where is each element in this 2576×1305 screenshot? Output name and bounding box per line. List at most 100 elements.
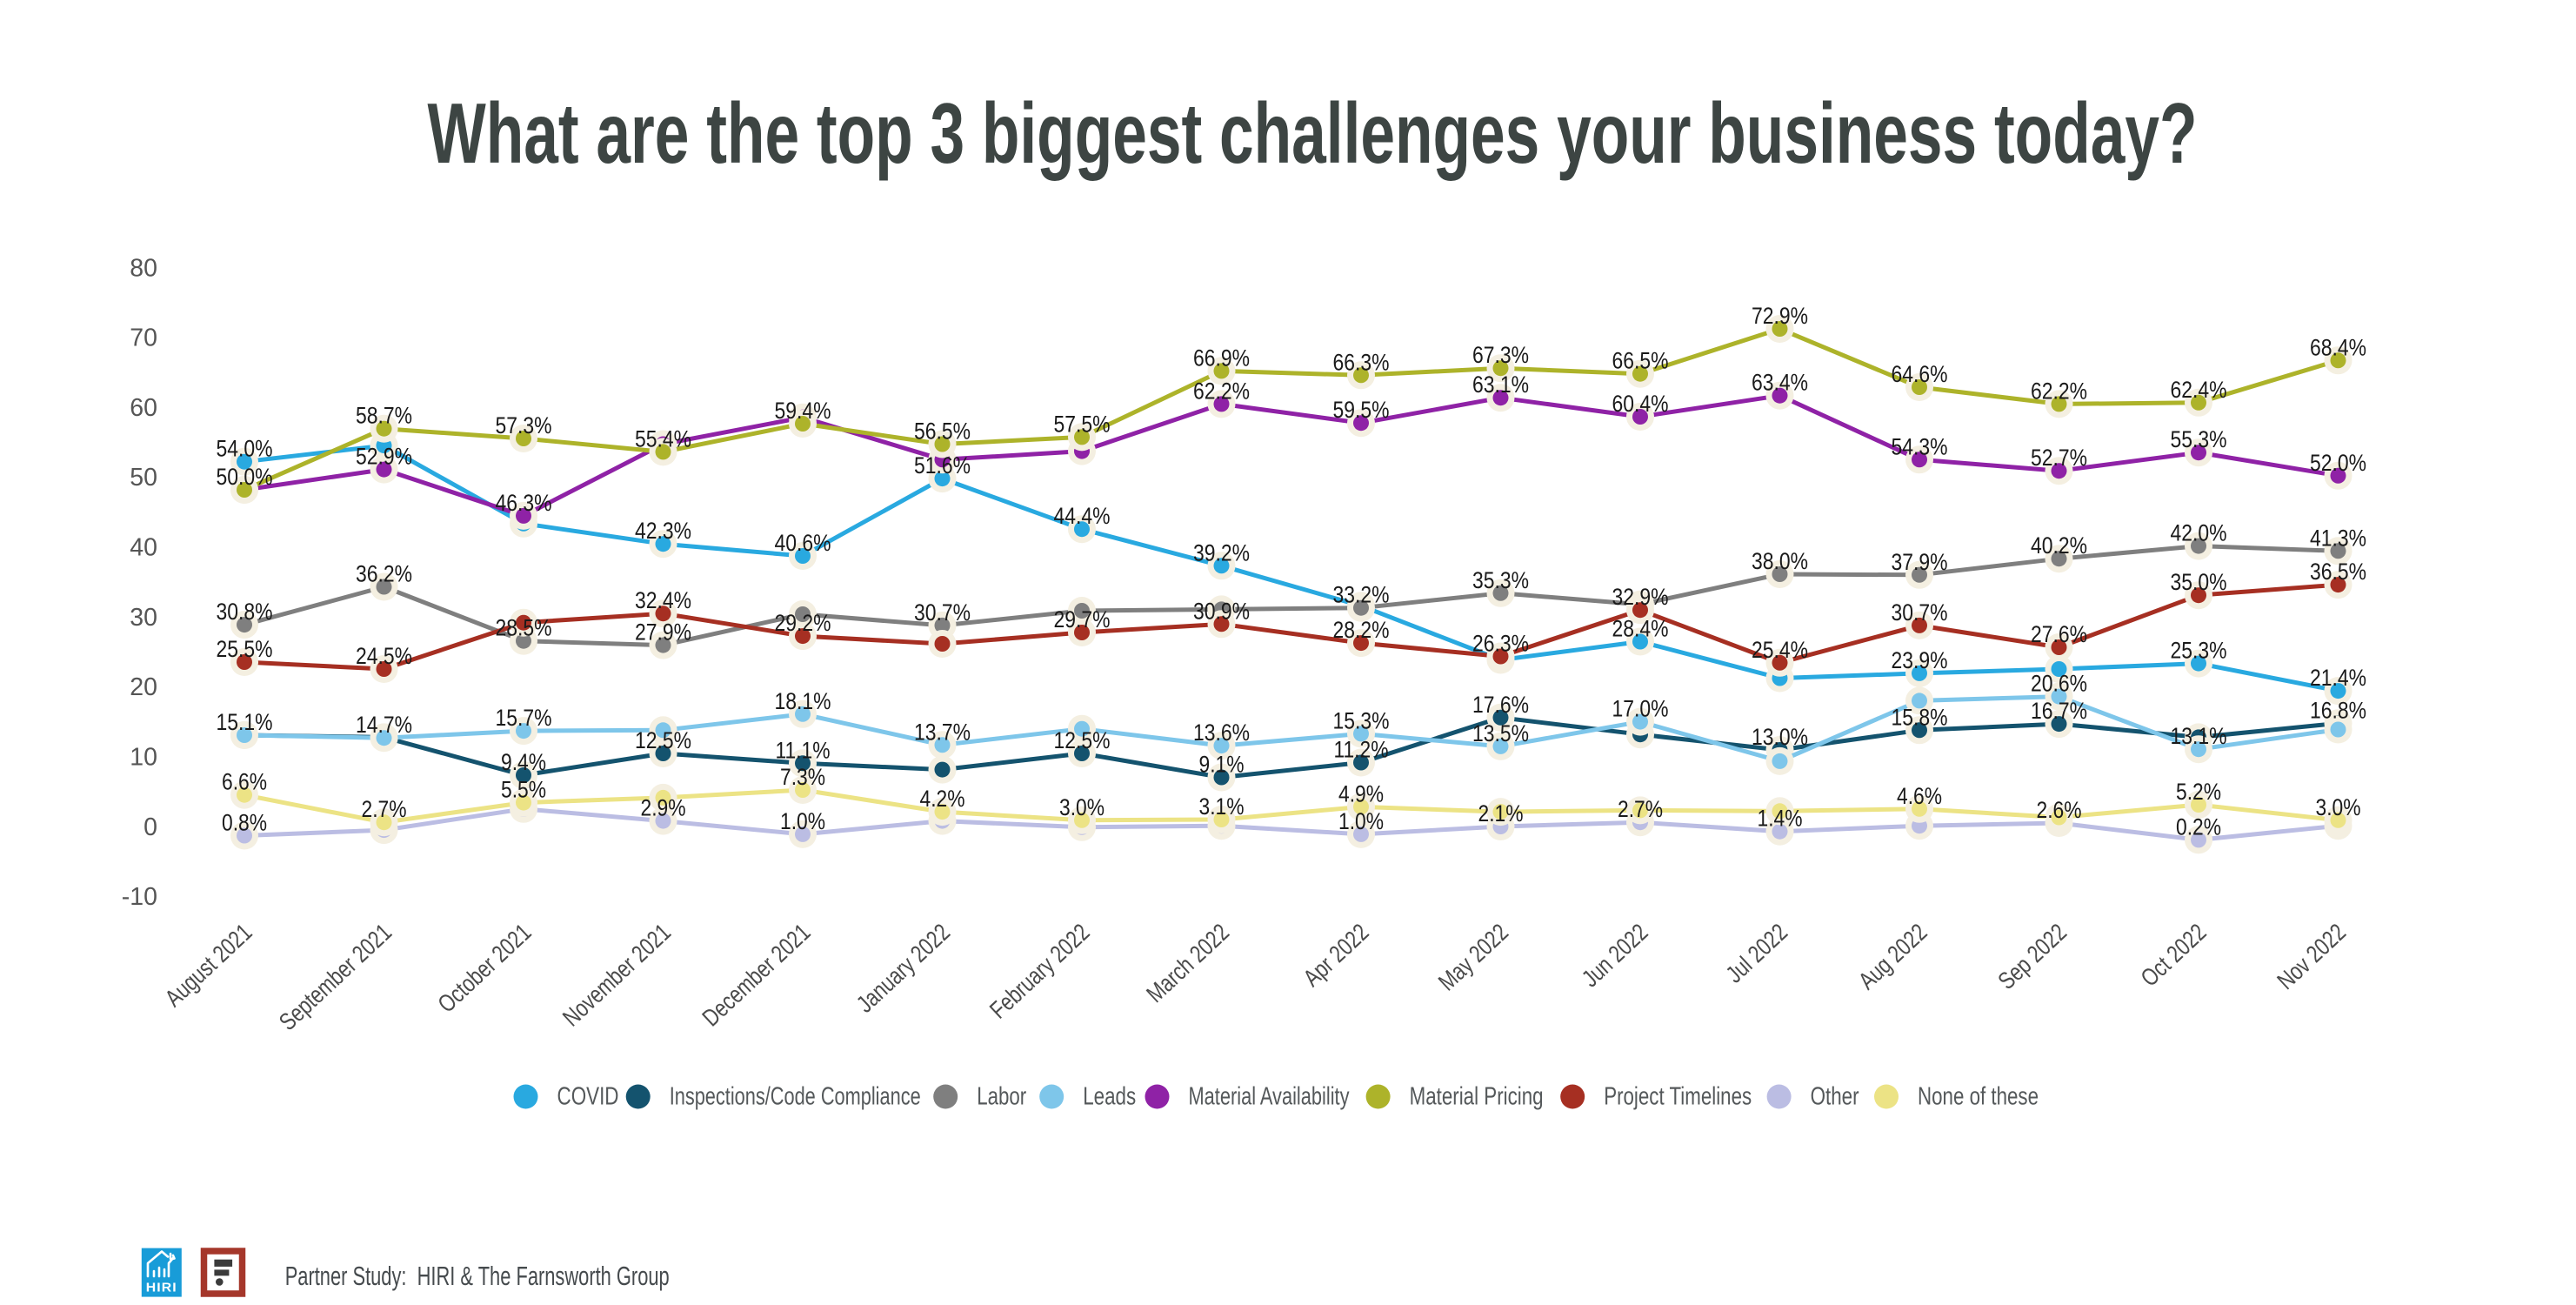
svg-text:17.0%: 17.0% — [1612, 695, 1669, 722]
svg-text:February 2022: February 2022 — [984, 919, 1094, 1024]
svg-text:52.0%: 52.0% — [2310, 449, 2366, 476]
svg-text:29.2%: 29.2% — [775, 609, 831, 636]
svg-text:28.5%: 28.5% — [496, 614, 552, 641]
svg-text:51.6%: 51.6% — [914, 452, 971, 478]
svg-text:18.1%: 18.1% — [775, 687, 831, 714]
svg-text:70: 70 — [130, 325, 157, 352]
svg-text:55.4%: 55.4% — [635, 425, 691, 452]
svg-text:15.1%: 15.1% — [217, 708, 273, 735]
svg-text:40.2%: 40.2% — [2031, 532, 2087, 559]
svg-text:30.7%: 30.7% — [1892, 599, 1948, 626]
svg-text:35.0%: 35.0% — [2171, 568, 2227, 595]
svg-text:44.4%: 44.4% — [1054, 502, 1111, 529]
svg-text:13.6%: 13.6% — [1193, 719, 1250, 746]
svg-text:24.5%: 24.5% — [356, 642, 412, 669]
svg-text:33.2%: 33.2% — [1333, 581, 1390, 608]
svg-text:2.7%: 2.7% — [362, 795, 407, 822]
svg-text:7.3%: 7.3% — [780, 763, 825, 790]
svg-text:15.8%: 15.8% — [1892, 703, 1948, 730]
svg-text:16.7%: 16.7% — [2031, 697, 2087, 724]
svg-text:Material Availability: Material Availability — [1189, 1083, 1350, 1111]
svg-text:13.5%: 13.5% — [1472, 719, 1529, 746]
svg-text:2.6%: 2.6% — [2037, 796, 2082, 823]
svg-text:4.2%: 4.2% — [920, 785, 965, 812]
svg-text:40.6%: 40.6% — [775, 529, 831, 556]
svg-text:25.4%: 25.4% — [1752, 636, 1808, 663]
svg-text:0: 0 — [143, 813, 157, 841]
svg-text:6.6%: 6.6% — [222, 768, 267, 795]
svg-text:Aug 2022: Aug 2022 — [1853, 919, 1932, 994]
svg-text:What are the top 3 biggest cha: What are the top 3 biggest challenges yo… — [428, 85, 2198, 181]
svg-text:30: 30 — [130, 604, 157, 632]
svg-text:54.0%: 54.0% — [217, 435, 273, 462]
svg-text:HIRI: HIRI — [146, 1282, 177, 1295]
svg-text:80: 80 — [130, 254, 157, 282]
svg-text:3.1%: 3.1% — [1199, 793, 1245, 820]
svg-text:September 2021: September 2021 — [274, 919, 397, 1036]
svg-text:52.9%: 52.9% — [356, 443, 412, 470]
svg-text:Leads: Leads — [1083, 1083, 1136, 1111]
svg-text:Nov 2022: Nov 2022 — [2272, 919, 2351, 994]
svg-text:27.9%: 27.9% — [635, 619, 691, 646]
svg-text:12.5%: 12.5% — [1054, 726, 1111, 753]
svg-text:60: 60 — [130, 394, 157, 422]
svg-text:28.2%: 28.2% — [1333, 616, 1390, 643]
svg-text:57.3%: 57.3% — [496, 412, 552, 438]
svg-text:Partner Study: HIRI & The Far: Partner Study: HIRI & The Farnsworth Gro… — [285, 1262, 670, 1291]
svg-text:4.6%: 4.6% — [1897, 782, 1942, 809]
svg-text:40: 40 — [130, 534, 157, 562]
svg-text:Other: Other — [1811, 1083, 1859, 1111]
svg-text:16.8%: 16.8% — [2310, 696, 2366, 723]
svg-text:62.2%: 62.2% — [2031, 377, 2087, 404]
svg-text:50.0%: 50.0% — [217, 463, 273, 490]
svg-text:Sep 2022: Sep 2022 — [1992, 919, 2072, 994]
svg-text:0.2%: 0.2% — [2176, 813, 2221, 840]
svg-text:9.1%: 9.1% — [1199, 751, 1245, 778]
svg-text:COVID: COVID — [557, 1083, 619, 1111]
svg-text:9.4%: 9.4% — [501, 748, 546, 775]
svg-text:27.6%: 27.6% — [2031, 620, 2087, 647]
svg-text:59.4%: 59.4% — [775, 397, 831, 424]
svg-text:60.4%: 60.4% — [1612, 390, 1669, 417]
svg-text:November 2021: November 2021 — [557, 919, 676, 1032]
svg-text:25.5%: 25.5% — [217, 635, 273, 662]
svg-text:35.3%: 35.3% — [1472, 566, 1529, 593]
svg-text:None of these: None of these — [1918, 1083, 2039, 1111]
svg-text:67.3%: 67.3% — [1472, 341, 1529, 368]
svg-text:Inspections/Code Compliance: Inspections/Code Compliance — [670, 1083, 921, 1111]
svg-text:15.3%: 15.3% — [1333, 706, 1390, 733]
svg-text:October 2021: October 2021 — [432, 919, 536, 1018]
svg-text:54.3%: 54.3% — [1892, 432, 1948, 459]
svg-text:May 2022: May 2022 — [1433, 919, 1513, 996]
svg-text:1.0%: 1.0% — [780, 807, 825, 834]
svg-text:January 2022: January 2022 — [851, 919, 955, 1018]
svg-text:42.3%: 42.3% — [635, 517, 691, 544]
svg-text:32.4%: 32.4% — [635, 586, 691, 613]
svg-text:4.9%: 4.9% — [1338, 780, 1384, 806]
svg-text:5.2%: 5.2% — [2176, 778, 2221, 805]
svg-text:41.3%: 41.3% — [2310, 524, 2366, 551]
svg-text:15.7%: 15.7% — [496, 704, 552, 731]
svg-text:32.9%: 32.9% — [1612, 583, 1669, 610]
svg-text:11.1%: 11.1% — [776, 736, 831, 763]
svg-text:Material Pricing: Material Pricing — [1410, 1083, 1544, 1111]
svg-text:30.9%: 30.9% — [1193, 597, 1250, 624]
svg-text:46.3%: 46.3% — [496, 489, 552, 516]
svg-text:14.7%: 14.7% — [356, 711, 412, 738]
svg-text:Apr 2022: Apr 2022 — [1298, 919, 1374, 992]
svg-text:2.9%: 2.9% — [641, 794, 686, 821]
svg-text:66.3%: 66.3% — [1333, 348, 1390, 375]
svg-text:68.4%: 68.4% — [2310, 333, 2366, 360]
svg-text:December 2021: December 2021 — [697, 919, 816, 1032]
svg-text:2.1%: 2.1% — [1478, 800, 1524, 826]
svg-text:64.6%: 64.6% — [1892, 360, 1948, 387]
svg-text:52.7%: 52.7% — [2031, 444, 2087, 471]
svg-text:Jul 2022: Jul 2022 — [1721, 919, 1793, 988]
svg-text:March 2022: March 2022 — [1141, 919, 1234, 1007]
svg-text:10: 10 — [130, 744, 157, 772]
svg-text:Project Timelines: Project Timelines — [1604, 1083, 1752, 1111]
svg-text:56.5%: 56.5% — [914, 418, 971, 445]
svg-text:63.1%: 63.1% — [1472, 371, 1529, 398]
svg-text:-10: -10 — [122, 883, 157, 911]
svg-text:29.7%: 29.7% — [1054, 606, 1111, 632]
